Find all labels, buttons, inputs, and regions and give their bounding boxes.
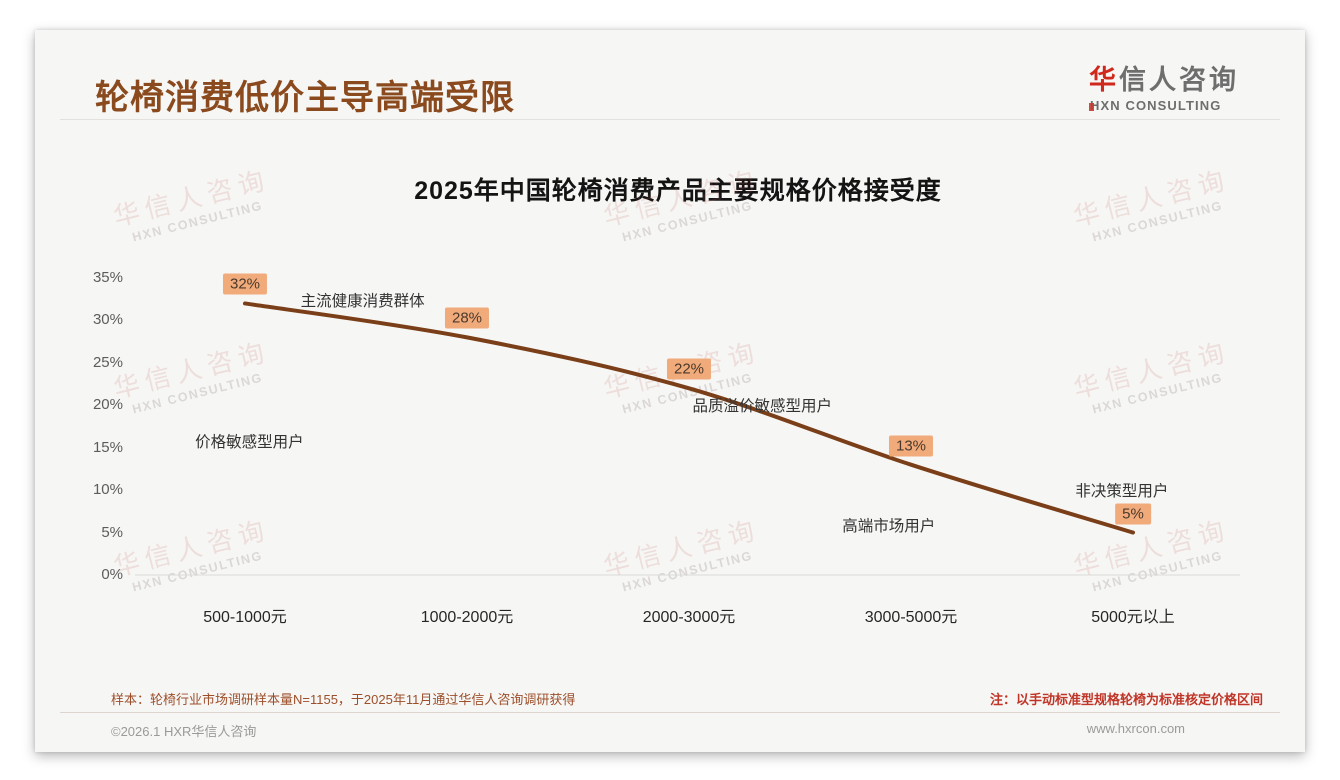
data-point-value-label: 32% (222, 273, 268, 295)
segment-annotation: 价格敏感型用户 (195, 433, 304, 451)
logo-accent-mark (1089, 102, 1094, 111)
logo-name-prefix: 华 (1089, 65, 1119, 95)
y-axis-tick-label: 20% (92, 396, 123, 414)
data-point-value-label: 22% (666, 358, 712, 380)
line-chart-canvas (135, 301, 1240, 576)
y-axis-tick-label: 0% (101, 566, 123, 583)
company-logo: 华信人咨询 HXN CONSULTING (1089, 65, 1239, 113)
segment-annotation: 非决策型用户 (1075, 483, 1169, 501)
copyright: ©2026.1 HXR华信人咨询 (111, 724, 257, 739)
data-point-value-label: 13% (888, 435, 934, 457)
data-point-value-label: 28% (444, 307, 490, 329)
x-axis-category-label: 500-1000元 (203, 609, 287, 626)
y-axis-tick-label: 5% (101, 523, 123, 541)
data-point-value-label: 5% (1115, 503, 1151, 525)
y-axis-tick-label: 10% (92, 481, 123, 499)
logo-name: 华信人咨询 (1089, 65, 1239, 96)
acceptance-line-series (243, 301, 1135, 535)
x-axis-category-label: 1000-2000元 (420, 609, 514, 626)
x-axis-category-label: 3000-5000元 (864, 609, 958, 626)
y-axis-tick-label: 35% (92, 269, 123, 286)
chart-area: 华信人咨询 HXN CONSULTING 华信人咨询 HXN CONSULTING 华信… (35, 30, 1305, 752)
price-note: 注：以手动标准型规格轮椅为标准核定价格区间 (989, 692, 1263, 707)
y-axis-tick-label: 25% (92, 353, 123, 371)
website-url: www.hxrcon.com (1086, 721, 1185, 736)
chart-title: 2025年中国轮椅消费产品主要规格价格接受度 (414, 177, 942, 205)
x-axis-category-label: 5000元以上 (1091, 609, 1175, 626)
y-axis-tick-label: 15% (92, 438, 123, 456)
logo-subtitle-text: HXN CONSULTING (1090, 97, 1222, 113)
logo-subtitle: HXN CONSULTING (1089, 98, 1239, 113)
segment-annotation: 品质溢价敏感型用户 (692, 398, 833, 416)
header-divider (60, 119, 1280, 120)
x-axis-category-label: 2000-3000元 (642, 609, 736, 626)
segment-annotation: 主流健康消费群体 (300, 293, 425, 311)
logo-name-rest: 信人咨询 (1119, 65, 1239, 95)
sample-note: 样本：轮椅行业市场调研样本量N=1155，于2025年11月通过华信人咨询调研获… (111, 692, 576, 707)
slide-card: 轮椅消费低价主导高端受限 华信人咨询 HXN CONSULTING 2025年中… (35, 30, 1305, 752)
segment-annotation: 高端市场用户 (842, 517, 936, 535)
y-axis-tick-label: 30% (92, 311, 123, 329)
footer-divider (60, 712, 1280, 713)
page-title: 轮椅消费低价主导高端受限 (95, 79, 515, 117)
